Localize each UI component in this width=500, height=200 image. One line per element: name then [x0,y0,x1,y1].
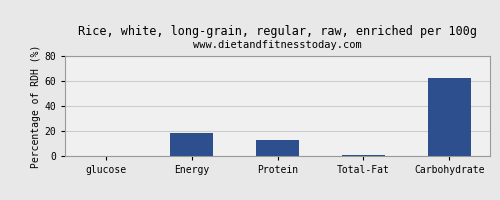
Bar [256,140,299,156]
Text: www.dietandfitnesstoday.com: www.dietandfitnesstoday.com [193,40,362,50]
Bar [170,133,213,156]
Text: Rice, white, long-grain, regular, raw, enriched per 100g: Rice, white, long-grain, regular, raw, e… [78,25,477,38]
Y-axis label: Percentage of RDH (%): Percentage of RDH (%) [32,44,42,168]
Bar [342,155,385,156]
Bar [428,78,470,156]
